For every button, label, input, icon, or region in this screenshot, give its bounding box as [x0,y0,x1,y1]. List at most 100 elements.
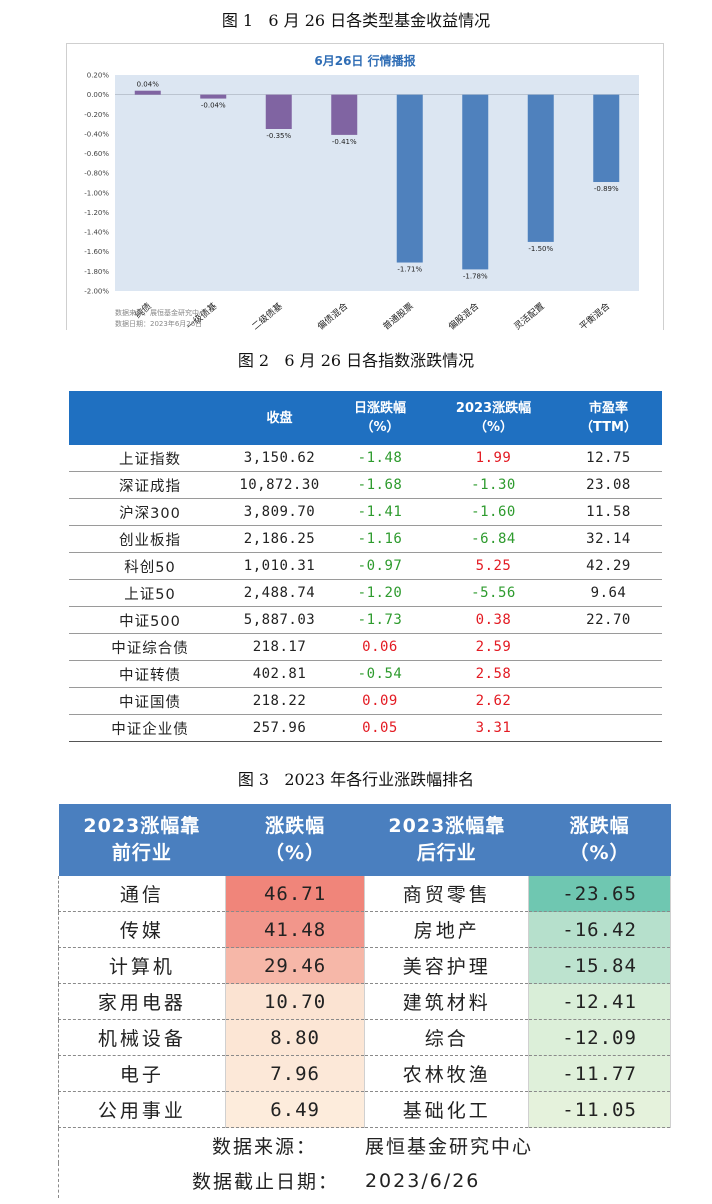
table-row: 中证500 5,887.03 -1.73 0.38 22.70 [69,606,662,634]
cell-close: 257.96 [231,714,328,742]
y-tick-label: -0.60% [84,150,109,158]
y-tick-label: -1.80% [84,268,109,276]
cell-day: -1.73 [328,606,432,634]
cell-name: 上证指数 [69,445,231,472]
cell-top: 公用事业 [58,1091,226,1128]
cell-top-val: 41.48 [225,911,366,948]
table-row: 中证企业债 257.96 0.05 3.31 [69,714,662,742]
category-label: 普通股票 [380,300,415,330]
figure1-caption: 图 1 6 月 26 日各类型基金收益情况 [221,11,491,30]
cell-bottom: 农林牧渔 [364,1055,530,1092]
cell-name: 沪深300 [69,498,231,526]
y-tick-label: -2.00% [84,288,109,296]
cell-bottom-val: -16.42 [528,911,671,948]
y-tick-label: -1.20% [84,209,109,217]
data-label: -1.78% [463,272,488,280]
cell-top: 通信 [58,876,226,912]
cell-top: 传媒 [58,911,226,948]
cell-top-val: 8.80 [225,1019,366,1056]
cell-ytd: 2.59 [432,633,555,661]
cell-ytd: 1.99 [432,445,555,472]
cell-name: 中证企业债 [69,714,231,742]
y-tick-label: -1.40% [84,229,109,237]
y-tick-label: -0.80% [84,170,109,178]
cell-bottom-val: -12.09 [528,1019,671,1056]
footer-date-label: 数据截止日期： [57,1163,365,1198]
category-label: 偏股混合 [446,300,481,330]
y-tick-label: -0.20% [84,111,109,119]
cell-bottom: 基础化工 [364,1091,530,1128]
cell-name: 科创50 [69,552,231,580]
cell-pe [555,633,662,661]
cell-ytd: -5.56 [432,579,555,607]
y-tick-label: -0.40% [84,130,109,138]
data-label: -1.50% [528,245,553,253]
cell-ytd: 5.25 [432,552,555,580]
cell-ytd: -1.60 [432,498,555,526]
cell-day: 0.06 [328,633,432,661]
table-row: 创业板指 2,186.25 -1.16 -6.84 32.14 [69,525,662,553]
index-performance-table: 收盘 日涨跌幅 （%） 2023涨跌幅 （%） 市盈率 （TTM） 上证指数 3,150.62… [69,391,662,742]
cell-top: 家用电器 [58,983,226,1020]
category-label: 偏债混合 [315,300,350,330]
cell-top-val: 46.71 [225,876,366,912]
table-row: 深证成指 10,872.30 -1.68 -1.30 23.08 [69,471,662,499]
footer-source-label: 数据来源： [57,1127,365,1163]
bar [396,94,423,263]
cell-pe [555,687,662,715]
bar [200,94,227,99]
figure3-caption: 图 3 2023 年各行业涨跌幅排名 [237,770,475,789]
plot-area [115,75,639,291]
cell-day: -0.54 [328,660,432,688]
cell-pe [555,660,662,688]
data-label: -0.41% [332,138,357,146]
table-row: 电子 7.96 农林牧渔 -11.77 [58,1055,671,1092]
fund-returns-chart: 0.20% 0.00% -0.20% -0.40% -0.60% -0.80% -1.00%… [66,43,664,330]
table-row: 上证指数 3,150.62 -1.48 1.99 12.75 [69,445,662,472]
y-tick-label: 0.00% [87,91,110,99]
cell-close: 402.81 [231,660,328,688]
cell-close: 1,010.31 [231,552,328,580]
footer-date-row: 数据截止日期： 2023/6/26 [57,1163,671,1198]
column-header: 收盘 [231,391,328,445]
cell-name: 中证转债 [69,660,231,688]
bar [331,94,358,135]
y-tick-label: 0.20% [87,72,110,80]
cell-bottom-val: -11.77 [528,1055,671,1092]
cell-close: 10,872.30 [231,471,328,499]
column-header: 2023涨跌幅 （%） [432,391,555,445]
cell-pe: 12.75 [555,445,662,472]
table-row: 中证国债 218.22 0.09 2.62 [69,687,662,715]
footer-date-value: 2023/6/26 [364,1169,481,1192]
cell-bottom: 房地产 [364,911,530,948]
cell-top: 计算机 [58,947,226,984]
cell-day: -0.97 [328,552,432,580]
cell-ytd: 3.31 [432,714,555,742]
table-row: 计算机 29.46 美容护理 -15.84 [58,947,671,984]
cell-close: 3,150.62 [231,445,328,472]
table-row: 公用事业 6.49 基础化工 -11.05 [58,1091,671,1128]
footer-source-row: 数据来源： 展恒基金研究中心 [57,1127,671,1163]
table-row: 家用电器 10.70 建筑材料 -12.41 [58,983,671,1020]
column-header [69,391,231,445]
y-tick-label: -1.60% [84,248,109,256]
cell-top-val: 10.70 [225,983,366,1020]
cell-name: 创业板指 [69,525,231,553]
table-row: 中证转债 402.81 -0.54 2.58 [69,660,662,688]
cell-bottom-val: -11.05 [528,1091,671,1128]
cell-name: 中证综合债 [69,633,231,661]
table-row: 上证50 2,488.74 -1.20 -5.56 9.64 [69,579,662,607]
cell-ytd: -1.30 [432,471,555,499]
category-label: 灵活配置 [511,300,546,330]
column-header: 市盈率 （TTM） [555,391,662,445]
cell-top: 电子 [58,1055,226,1092]
cell-name: 中证国债 [69,687,231,715]
cell-pe: 42.29 [555,552,662,580]
cell-top: 机械设备 [58,1019,226,1056]
table-row: 传媒 41.48 房地产 -16.42 [58,911,671,948]
cell-day: -1.20 [328,579,432,607]
cell-close: 2,186.25 [231,525,328,553]
cell-top-val: 6.49 [225,1091,366,1128]
industry-ranking-table: 2023涨幅靠 前行业 涨跌幅 （%） 2023涨幅靠 后行业 涨跌幅 （%） 通信 46.71… [57,804,671,1198]
cell-close: 3,809.70 [231,498,328,526]
